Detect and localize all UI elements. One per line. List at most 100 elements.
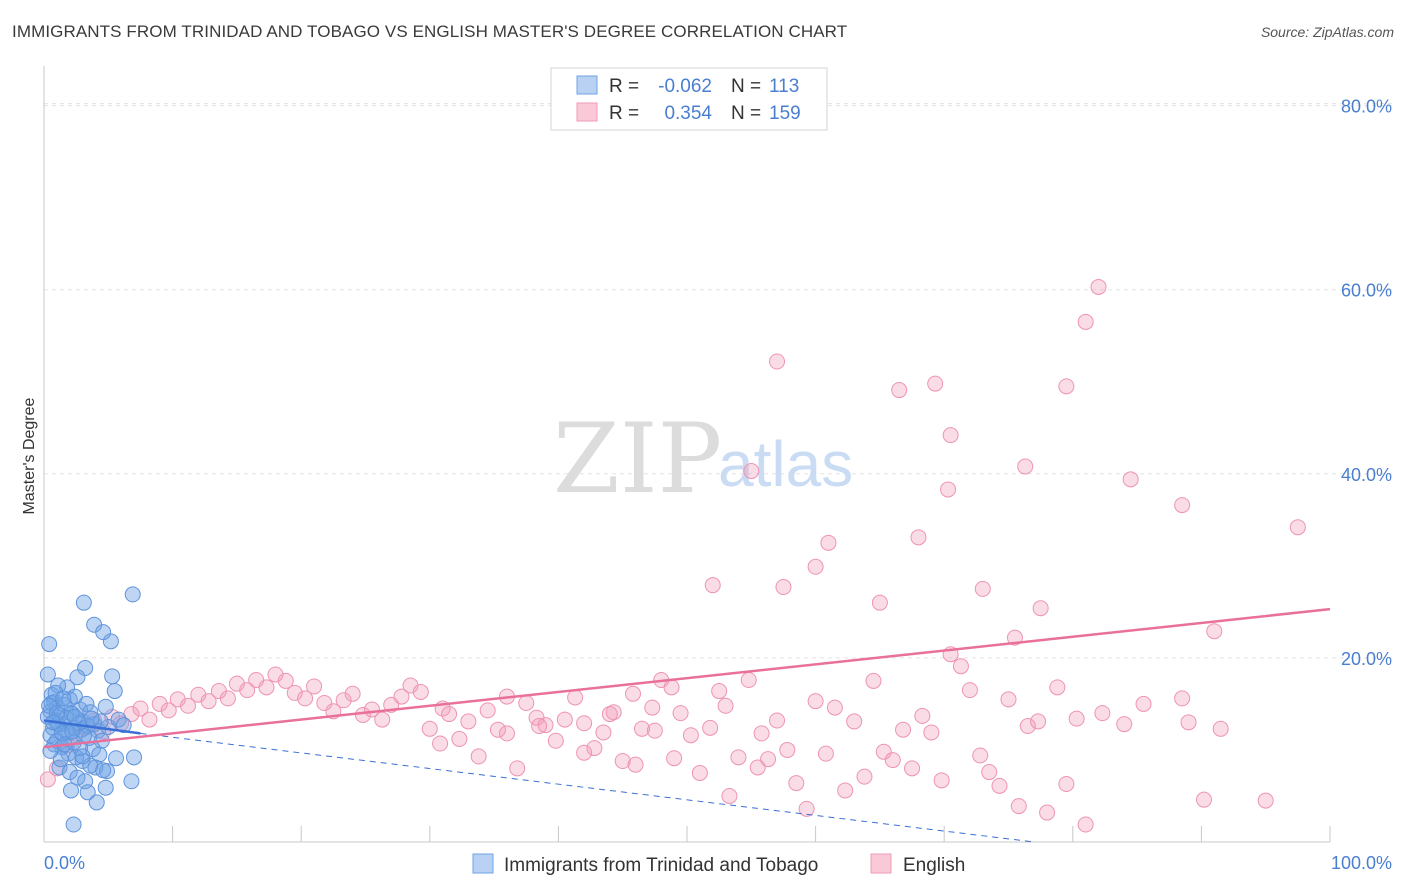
point-english [421, 720, 438, 737]
legend-swatch-english [870, 853, 892, 874]
point-english [556, 711, 573, 728]
point-english [807, 558, 824, 575]
point-english [1116, 716, 1133, 733]
point-english [927, 375, 944, 392]
point-english [666, 750, 683, 767]
point-english [904, 760, 921, 777]
point-english [871, 594, 888, 611]
point-english [509, 760, 526, 777]
point-english [940, 481, 957, 498]
point-english [1000, 691, 1017, 708]
point-english [627, 756, 644, 773]
stats-r-label-blue: R = [609, 76, 639, 97]
point-english [432, 735, 449, 752]
point-english [769, 353, 786, 370]
point-english [286, 684, 303, 701]
point-english [730, 749, 747, 766]
watermark-atlas: atlas [718, 428, 853, 500]
point-english [743, 463, 760, 480]
point-english [460, 713, 477, 730]
point-english [914, 707, 931, 724]
point-english [721, 787, 738, 804]
point-immigrants [63, 782, 80, 799]
point-english [1068, 710, 1085, 727]
point-english [974, 580, 991, 597]
point-english [180, 697, 197, 714]
point-immigrants [97, 779, 114, 796]
stats-n-value-blue: 113 [769, 76, 799, 97]
point-english [344, 685, 361, 702]
point-english [1122, 471, 1139, 488]
point-english [151, 695, 168, 712]
point-english [1077, 816, 1094, 833]
point-english [865, 672, 882, 689]
point-english [498, 725, 515, 742]
point-immigrants [78, 695, 95, 712]
trend-line-english [43, 607, 1331, 749]
stats-legend-swatch-blue [576, 75, 598, 95]
point-english [875, 743, 892, 760]
y-tick-label: 40.0% [1341, 465, 1392, 485]
y-tick-label: 60.0% [1341, 281, 1392, 301]
point-english [691, 764, 708, 781]
point-english [531, 718, 548, 735]
point-english [306, 678, 323, 695]
stats-n-value-pink: 159 [769, 103, 801, 124]
point-english [704, 577, 721, 594]
point-english [141, 711, 158, 728]
chart-source: Source: ZipAtlas.com [1260, 24, 1394, 40]
point-english [820, 534, 837, 551]
point-immigrants [69, 669, 86, 686]
point-english [856, 768, 873, 785]
watermark-zip: ZIP [553, 403, 722, 515]
point-english [961, 682, 978, 699]
point-english [837, 782, 854, 799]
point-english [942, 427, 959, 444]
point-english [1058, 776, 1075, 793]
y-tick-labels: 20.0% 40.0% 60.0% 80.0% [1341, 97, 1392, 669]
point-english [441, 706, 458, 723]
point-english [760, 751, 777, 768]
point-english [374, 711, 391, 728]
point-english [1049, 679, 1066, 696]
stats-r-label-pink: R = [609, 103, 639, 124]
point-english [972, 747, 989, 764]
point-english [702, 719, 719, 736]
point-english [1257, 792, 1274, 809]
point-immigrants [69, 769, 86, 786]
axes [43, 66, 1331, 843]
point-english [1212, 720, 1229, 737]
point-immigrants [79, 784, 96, 801]
point-english [479, 702, 496, 719]
point-english [807, 693, 824, 710]
point-english [1135, 695, 1152, 712]
point-english [518, 695, 535, 712]
chart-title: IMMIGRANTS FROM TRINIDAD AND TOBAGO VS E… [12, 22, 848, 41]
point-english [769, 712, 786, 729]
point-immigrants [75, 594, 92, 611]
point-english [923, 724, 940, 741]
point-english [576, 744, 593, 761]
grid-lines [44, 103, 1392, 659]
point-english [614, 752, 631, 769]
stats-legend: R = -0.062 N = 113 R = 0.354 N = 159 [550, 67, 828, 131]
point-english [798, 800, 815, 817]
point-english [1019, 718, 1036, 735]
point-english [1077, 313, 1094, 330]
point-immigrants [95, 624, 112, 641]
point-english [1010, 798, 1027, 815]
point-english [633, 720, 650, 737]
point-english [1195, 791, 1212, 808]
point-english [1206, 623, 1223, 640]
point-english [132, 700, 149, 717]
point-english [895, 721, 912, 738]
stats-r-value-pink: 0.354 [664, 103, 712, 124]
point-english [779, 741, 796, 758]
point-english [297, 690, 314, 707]
point-english [586, 740, 603, 757]
point-english [891, 382, 908, 399]
point-english [258, 679, 275, 696]
point-immigrants [115, 717, 132, 734]
point-english [412, 683, 429, 700]
